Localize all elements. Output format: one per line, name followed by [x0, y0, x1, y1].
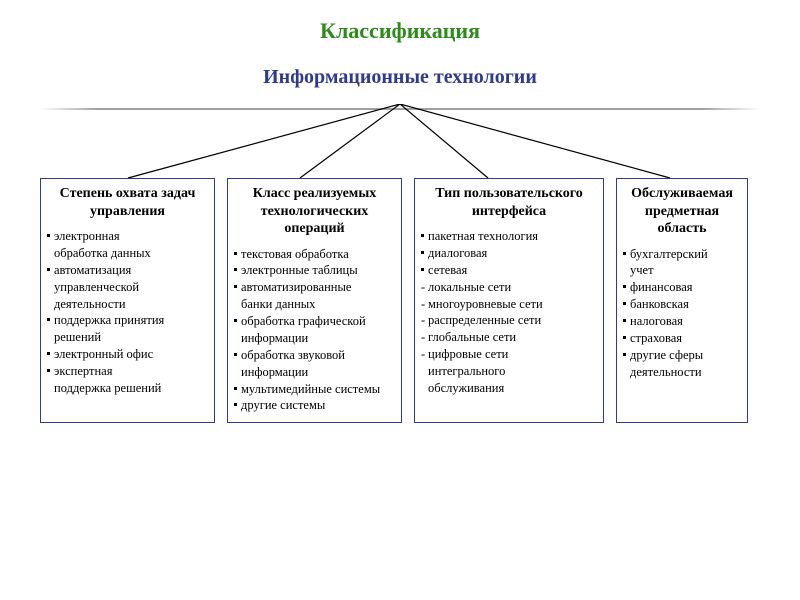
list-item: бухгалтерский	[623, 246, 741, 263]
list-item: деятельности	[47, 296, 208, 313]
list-item: автоматизация	[47, 262, 208, 279]
list-item: поддержка принятия	[47, 312, 208, 329]
list-item: локальные сети	[421, 279, 597, 296]
list-item: страховая	[623, 330, 741, 347]
list-item: банки данных	[234, 296, 395, 313]
category-box-title: Тип пользовательского интерфейса	[421, 185, 597, 220]
list-item: цифровые сети	[421, 346, 597, 363]
divider-line	[40, 108, 760, 110]
category-boxes-row: Степень охвата задач управления электронн…	[40, 178, 760, 423]
category-box: Тип пользовательского интерфейса пакетная…	[414, 178, 604, 423]
category-box-title: Обслуживаемая предметная область	[623, 185, 741, 238]
list-item: интегрального	[421, 363, 597, 380]
list-item: налоговая	[623, 313, 741, 330]
list-item: мультимедийные системы	[234, 381, 395, 398]
list-item: электронные таблицы	[234, 262, 395, 279]
list-item: информации	[234, 364, 395, 381]
list-item: электронный офис	[47, 346, 208, 363]
category-item-list: электронная обработка данныхавтоматизаци…	[47, 228, 208, 397]
list-item: автоматизированные	[234, 279, 395, 296]
list-item: банковская	[623, 296, 741, 313]
category-box: Обслуживаемая предметная область бухгалте…	[616, 178, 748, 423]
list-item: информации	[234, 330, 395, 347]
list-item: учет	[623, 262, 741, 279]
category-item-list: бухгалтерский учетфинансоваябанковскаяна…	[623, 246, 741, 381]
list-item: другие сферы	[623, 347, 741, 364]
list-item: пакетная технология	[421, 228, 597, 245]
list-item: текстовая обработка	[234, 246, 395, 263]
list-item: управленческой	[47, 279, 208, 296]
category-box: Степень охвата задач управления электронн…	[40, 178, 215, 423]
list-item: решений	[47, 329, 208, 346]
list-item: обработка графической	[234, 313, 395, 330]
list-item: электронная	[47, 228, 208, 245]
subtitle: Информационные технологии	[0, 66, 800, 89]
category-item-list: текстовая обработкаэлектронные таблицыав…	[234, 246, 395, 415]
list-item: сетевая	[421, 262, 597, 279]
list-item: распределенные сети	[421, 312, 597, 329]
category-box-title: Степень охвата задач управления	[47, 185, 208, 220]
list-item: обслуживания	[421, 380, 597, 397]
category-item-list: пакетная технологиядиалоговаясетевая лок…	[421, 228, 597, 397]
list-item: диалоговая	[421, 245, 597, 262]
list-item: финансовая	[623, 279, 741, 296]
list-item: другие системы	[234, 397, 395, 414]
category-box-title: Класс реализуемых технологических операц…	[234, 185, 395, 238]
main-title: Классификация	[0, 0, 800, 44]
list-item: обработка данных	[47, 245, 208, 262]
connector-lines	[0, 104, 800, 184]
list-item: глобальные сети	[421, 329, 597, 346]
list-item: экспертная	[47, 363, 208, 380]
list-item: деятельности	[623, 364, 741, 381]
list-item: обработка звуковой	[234, 347, 395, 364]
category-box: Класс реализуемых технологических операц…	[227, 178, 402, 423]
list-item: многоуровневые сети	[421, 296, 597, 313]
list-item: поддержка решений	[47, 380, 208, 397]
